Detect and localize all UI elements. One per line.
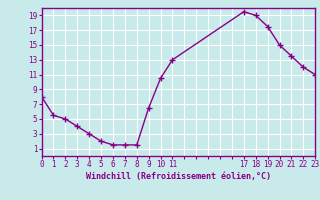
X-axis label: Windchill (Refroidissement éolien,°C): Windchill (Refroidissement éolien,°C)	[86, 172, 271, 181]
